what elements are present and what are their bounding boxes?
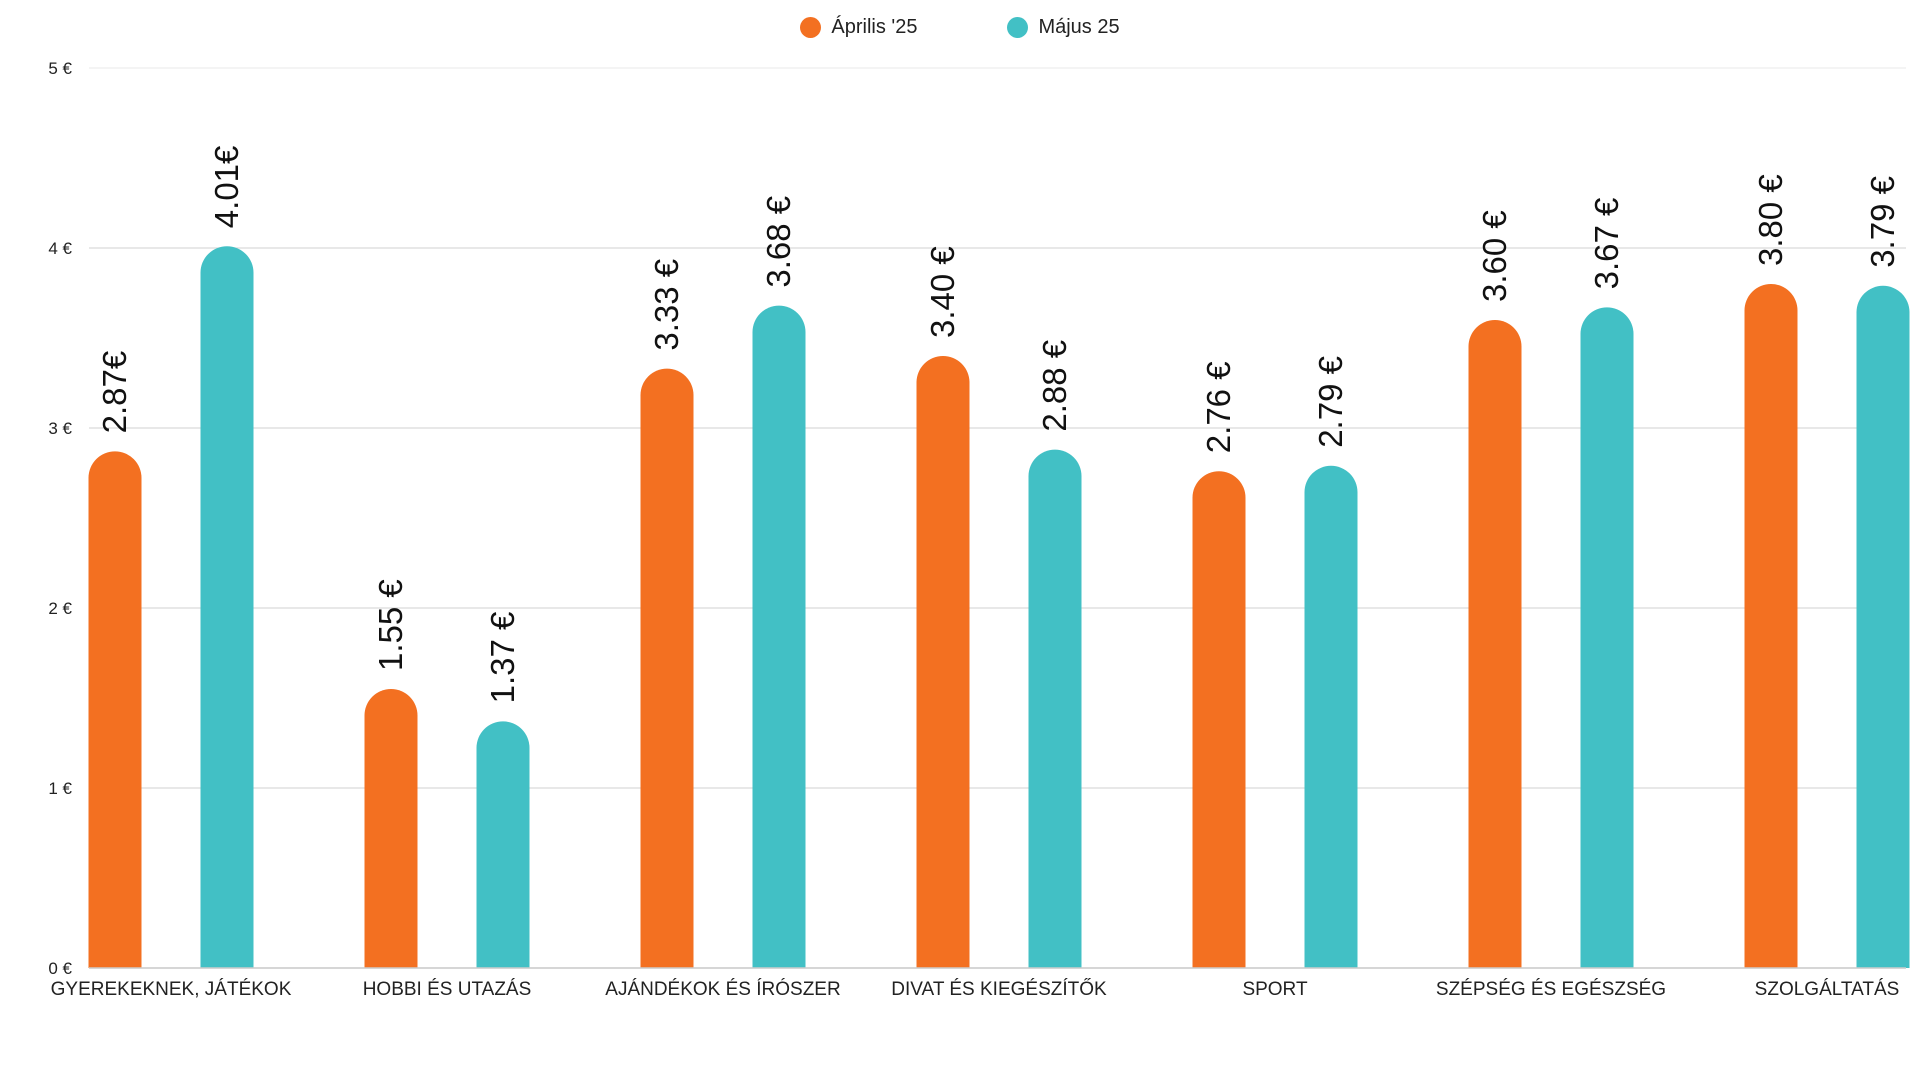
x-tick-label: SPORT: [1242, 979, 1308, 1000]
bar: [916, 356, 970, 968]
bar: [1304, 465, 1358, 968]
y-tick-label: 3 €: [48, 419, 72, 438]
x-tick-label: SZOLGÁLTATÁS: [1755, 979, 1900, 1000]
data-label: 3.79 €: [1864, 176, 1901, 268]
data-label: 2.76 €: [1200, 361, 1237, 453]
legend: Április '25 Május 25: [0, 16, 1920, 39]
data-label: 3.68 €: [760, 196, 797, 288]
data-label: 2.79 €: [1312, 356, 1349, 448]
bar: [1468, 320, 1522, 968]
y-tick-label: 4 €: [48, 239, 72, 258]
bar: [1192, 471, 1246, 968]
data-label: 3.40 €: [924, 246, 961, 338]
x-tick-label: HOBBI ÉS UTAZÁS: [363, 979, 532, 1000]
legend-item-may[interactable]: Május 25: [1007, 16, 1120, 39]
data-label: 3.67 €: [1588, 198, 1625, 290]
x-tick-label: GYEREKEKNEK, JÁTÉKOK: [51, 979, 292, 1000]
y-tick-label: 1 €: [48, 779, 72, 798]
y-tick-label: 0 €: [48, 959, 72, 978]
data-label: 4.01€: [208, 146, 245, 229]
bar: [476, 721, 530, 968]
bar: [752, 305, 806, 969]
data-label: 3.33 €: [648, 259, 685, 351]
data-label: 3.60 €: [1476, 210, 1513, 302]
bar: [200, 246, 254, 968]
legend-swatch-may: [1007, 17, 1029, 38]
x-tick-label: SZÉPSÉG ÉS EGÉSZSÉG: [1436, 979, 1666, 1000]
legend-label-may: Május 25: [1038, 16, 1120, 38]
legend-label-april: Április '25: [831, 16, 918, 38]
y-tick-label: 2 €: [48, 599, 72, 618]
data-label: 2.88 €: [1036, 340, 1073, 432]
legend-swatch-april: [800, 17, 822, 38]
y-tick-label: 5 €: [48, 59, 72, 78]
legend-item-april[interactable]: Április '25: [800, 16, 917, 39]
bar: [1028, 449, 1082, 969]
x-tick-label: DIVAT ÉS KIEGÉSZÍTŐK: [891, 978, 1107, 1000]
data-label: 3.80 €: [1752, 174, 1789, 266]
x-tick-label: AJÁNDÉKOK ÉS ÍRÓSZER: [605, 978, 840, 1000]
bar: [640, 368, 694, 969]
data-label: 1.55 €: [372, 579, 409, 671]
data-label: 2.87€: [96, 351, 133, 434]
data-label: 1.37 €: [484, 612, 521, 704]
bar: [1744, 284, 1798, 968]
bar: [88, 451, 142, 968]
bar: [364, 689, 418, 968]
bar: [1580, 307, 1634, 968]
bar: [1856, 285, 1910, 968]
